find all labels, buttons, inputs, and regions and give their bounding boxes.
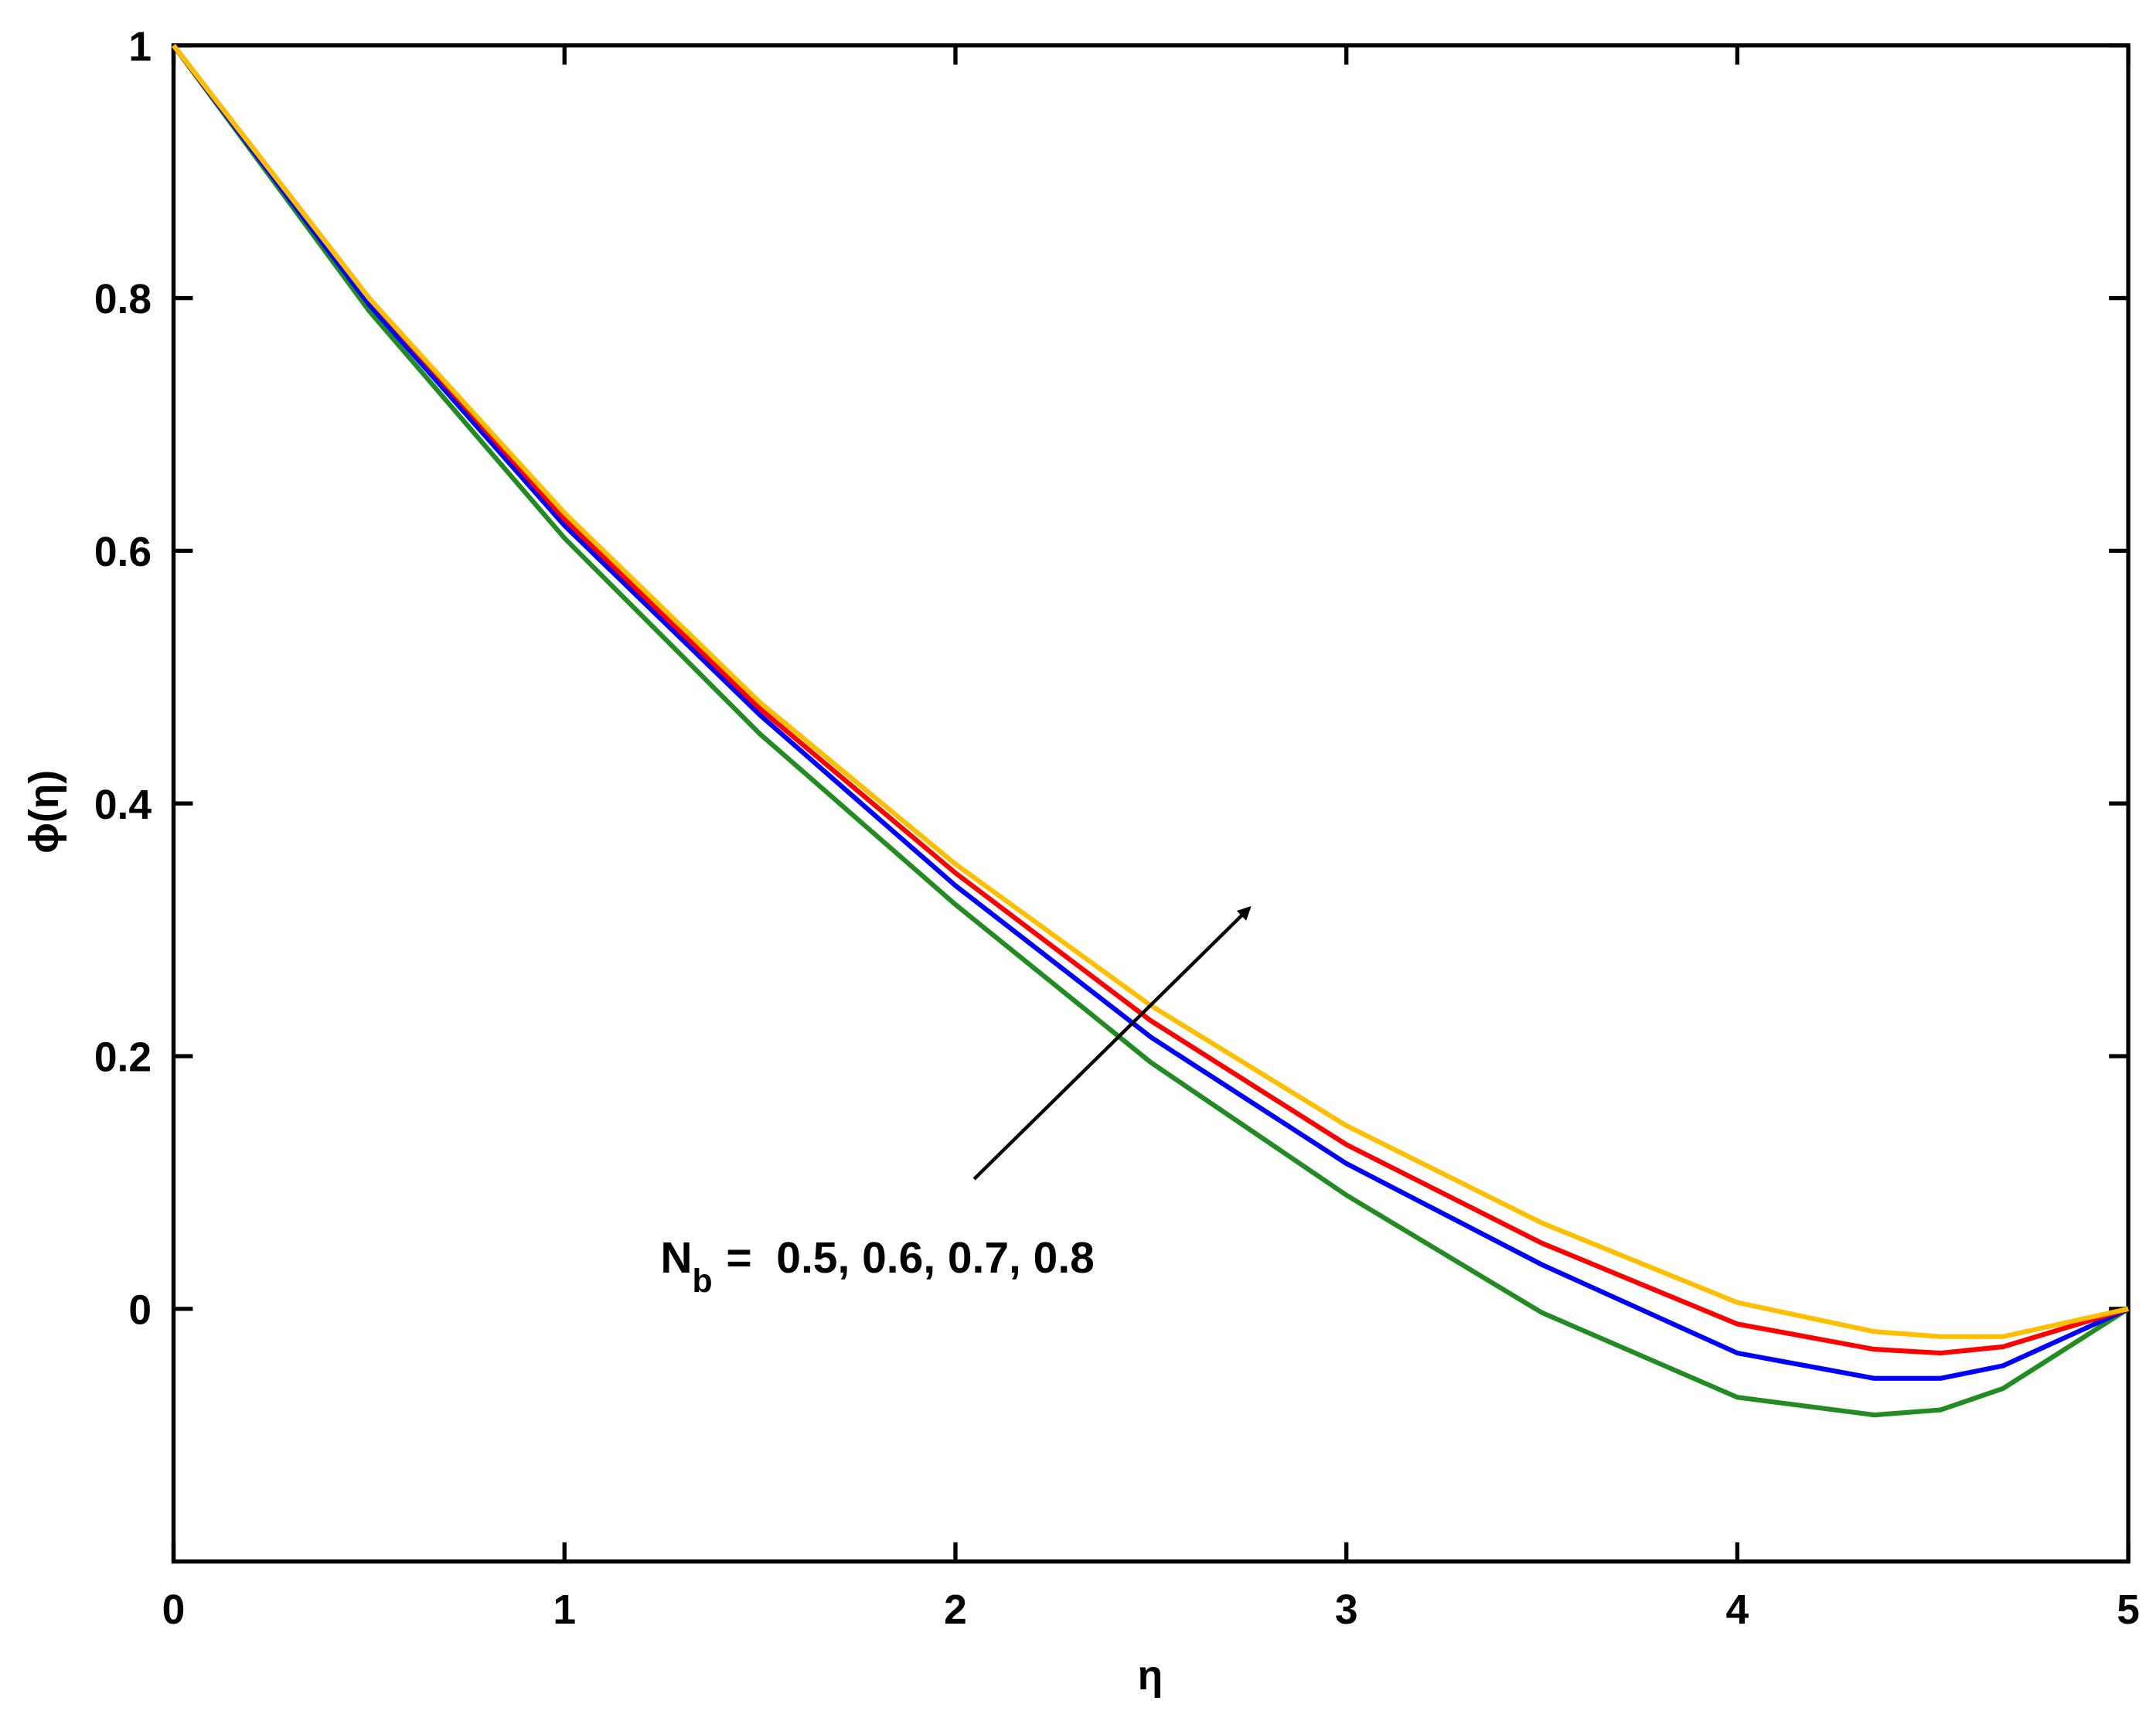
annotation-subscript: b	[693, 1263, 713, 1300]
y-tick-label: 0	[128, 1287, 152, 1333]
y-tick-label: 0.8	[94, 277, 152, 322]
y-axis-label: ϕ(η)	[22, 770, 67, 854]
y-tick-label: 0.6	[94, 530, 152, 575]
annotation-text: = 0.5, 0.6, 0.7, 0.8	[726, 1233, 1094, 1283]
x-tick-label: 4	[1726, 1587, 1749, 1633]
y-tick-label: 1	[128, 24, 152, 70]
x-axis-label: η	[1138, 1653, 1163, 1699]
x-tick-label: 3	[1335, 1587, 1358, 1633]
data-line	[172, 43, 2129, 1339]
x-tick-label: 0	[162, 1587, 186, 1633]
annotation: Nb = 0.5, 0.6, 0.7, 0.8	[660, 1233, 1094, 1300]
data-line	[171, 43, 2130, 1418]
x-tick-label: 1	[553, 1587, 576, 1633]
data-line	[172, 43, 2130, 1356]
annotation-symbol: N	[660, 1233, 692, 1283]
data-line	[172, 43, 2130, 1381]
y-tick-label: 0.2	[94, 1035, 152, 1081]
x-tick-label: 2	[944, 1587, 967, 1633]
x-tick-label: 5	[2117, 1587, 2140, 1633]
y-tick-label: 0.4	[94, 782, 152, 828]
plot-frame	[171, 43, 2130, 1564]
annotation-arrow	[972, 905, 1252, 1181]
